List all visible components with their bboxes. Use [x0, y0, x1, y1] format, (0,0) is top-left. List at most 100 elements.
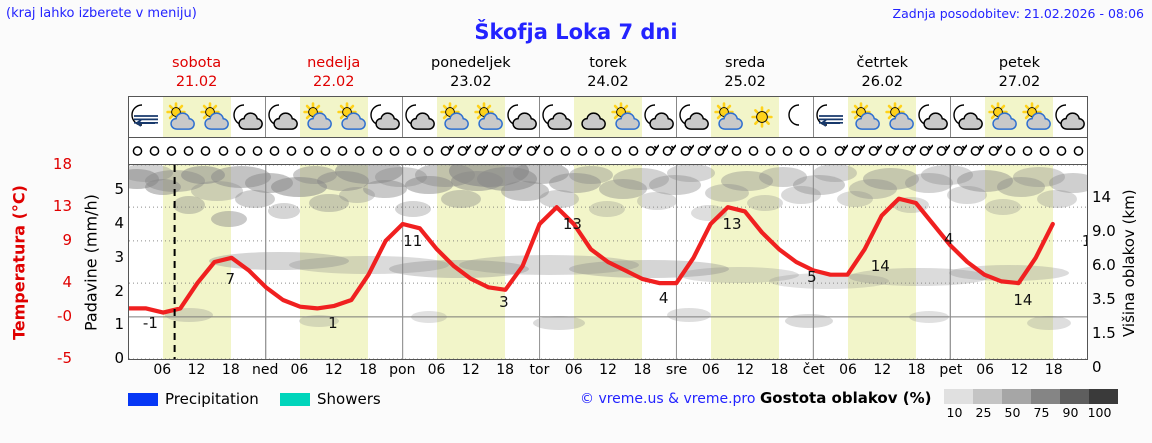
temp-extreme-label-min: 3 [1087, 230, 1088, 248]
wind-calm-icon [180, 138, 197, 164]
x-tick-21: 12 [873, 362, 892, 378]
sun-cloud-icon [163, 97, 197, 137]
x-tick-15: sre [665, 362, 688, 378]
wind-barb-icon [967, 138, 985, 164]
cloud-height-tick-1: 9.0 [1092, 222, 1116, 240]
x-tick-2: 18 [221, 362, 240, 378]
plot-band-day-6 [951, 165, 1087, 359]
temperature-tick-4: -0 [57, 306, 72, 325]
x-tick-25: 12 [1010, 362, 1029, 378]
wind-barb-icon [848, 138, 865, 164]
wind-calm-icon [1070, 138, 1087, 164]
x-tick-3: ned [251, 362, 279, 378]
cloud-height-tick-0: 14 [1092, 188, 1112, 206]
moon-cloud-icon [642, 97, 676, 137]
wind-calm-icon [146, 138, 163, 164]
temp-extreme-label-min: -1 [142, 314, 158, 333]
temp-extreme-label-max: 13 [722, 215, 742, 234]
x-tick-16: 06 [701, 362, 720, 378]
temp-extreme-label-max: 14 [870, 257, 890, 276]
day-date: 24.02 [587, 74, 629, 90]
wind-calm-icon [283, 138, 300, 164]
wind-calm-icon [540, 138, 557, 164]
wind-calm-icon [779, 138, 796, 164]
weather-icon-band [128, 96, 1088, 138]
cloud-density-swatch-0 [944, 389, 973, 404]
wind-barb-icon [830, 138, 848, 164]
wind-calm-icon [1019, 138, 1036, 164]
temperature-tick-5: -5 [57, 349, 72, 367]
icon-day-6 [951, 97, 1087, 137]
cloud-density-step-4: 90 [1062, 405, 1079, 420]
temperature-axis-title: Temperatura (°C) [9, 185, 29, 341]
legend-item-precipitation: Precipitation [128, 390, 259, 408]
precipitation-tick-4: 1 [114, 315, 124, 334]
x-tick-9: 12 [461, 362, 480, 378]
x-axis-tick-labels: 06 12 18 ned 06 12 18 pon 06 12 18 tor 06 12 18 sre 06 12… [128, 362, 1088, 382]
day-name: torek [589, 55, 627, 71]
cloud-height-tick-2: 6.0 [1092, 256, 1116, 274]
temp-extreme-label-max: 14 [1013, 291, 1033, 310]
x-tick-26: 18 [1044, 362, 1063, 378]
cloud-density-step-5: 100 [1087, 405, 1112, 420]
wind-calm-icon [591, 138, 608, 164]
plot-band-quarter [711, 165, 745, 359]
copyright-link[interactable]: © vreme.us & vreme.pro [580, 391, 756, 407]
moon-cloud-icon [231, 97, 265, 137]
plot-band-day-2 [403, 165, 540, 359]
wind-calm-icon [197, 138, 214, 164]
day-name: petek [998, 55, 1040, 71]
wind-calm-icon [728, 138, 745, 164]
precipitation-tick-2: 3 [114, 247, 124, 266]
cloud-density-swatch-3 [1031, 389, 1060, 404]
wind-calm-icon [813, 138, 830, 164]
precipitation-swatch [128, 392, 158, 406]
day-name: sreda [725, 55, 766, 71]
wind-calm-icon [1053, 138, 1070, 164]
plot-band-quarter [745, 165, 779, 359]
menu-hint-text: (kraj lahko izberete v meniju) [6, 6, 197, 21]
plot-band-day-1 [266, 165, 403, 359]
wind-calm-icon [1002, 138, 1019, 164]
sun-cloud-icon [608, 97, 642, 137]
cloud-density-swatch-1 [973, 389, 1002, 404]
moon-cloud-icon [951, 97, 985, 137]
day-header-1: nedelja 22.02 [265, 54, 402, 94]
wind-calm-icon [317, 138, 334, 164]
icon-day-4 [677, 97, 814, 137]
day-name: nedelja [307, 55, 361, 71]
moon-cloud-icon [505, 97, 539, 137]
cloud-density-step-2: 50 [1004, 405, 1021, 420]
plot-svg [129, 165, 1087, 359]
moon-cloud-icon [368, 97, 402, 137]
x-tick-12: 06 [564, 362, 583, 378]
wind-barb-icon [471, 138, 489, 164]
wind-barb-icon [865, 138, 882, 164]
x-tick-1: 12 [187, 362, 206, 378]
plot-band-quarter [471, 165, 505, 359]
wind-calm-icon [163, 138, 180, 164]
wind-calm-icon [557, 138, 574, 164]
x-tick-10: 18 [496, 362, 515, 378]
wind-barb-icon [505, 138, 523, 164]
day-name: sobota [172, 55, 222, 71]
x-tick-4: 06 [290, 362, 309, 378]
day-header-3: torek 24.02 [539, 54, 676, 94]
wind-barb-icon [659, 138, 677, 164]
cloud-density-step-3: 75 [1033, 405, 1050, 420]
last-updated-text: Zadnja posodobitev: 21.02.2026 - 08:06 [892, 6, 1144, 21]
wind-barb-icon [488, 138, 506, 164]
x-tick-19: čet [802, 362, 825, 378]
precipitation-tick-1: 4 [114, 214, 124, 233]
wind-calm-icon [334, 138, 351, 164]
x-tick-18: 18 [770, 362, 789, 378]
day-date: 26.02 [861, 74, 904, 90]
cloud-density-scale-labels: 10 25 50 75 90 100 [940, 405, 1114, 420]
icon-day-5 [814, 97, 951, 137]
wind-calm-icon [796, 138, 813, 164]
moon-windy-icon [129, 97, 163, 137]
temperature-tick-1: 13 [52, 197, 72, 216]
sun-cloud-icon [334, 97, 368, 137]
wind-calm-icon [762, 138, 779, 164]
wind-calm-icon [300, 138, 317, 164]
